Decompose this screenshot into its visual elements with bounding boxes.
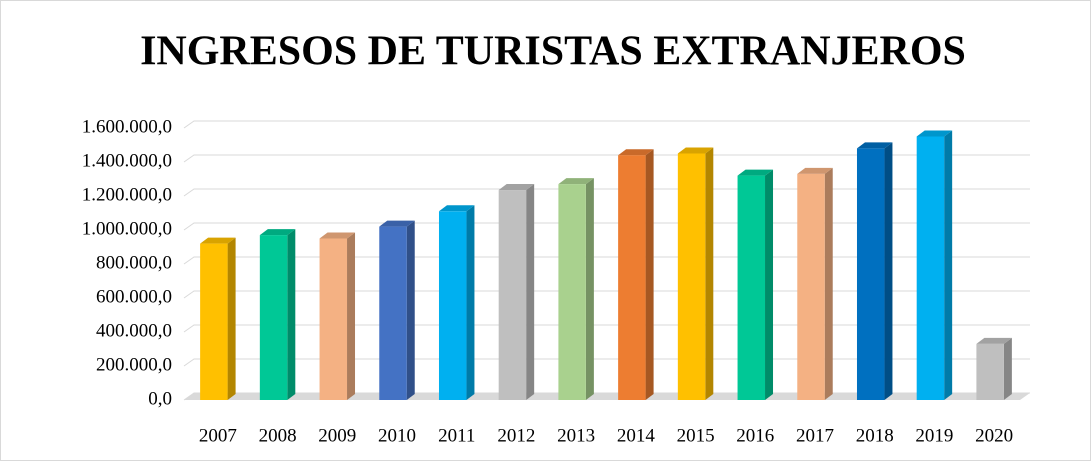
bar-side — [884, 142, 893, 400]
chart-title: INGRESOS DE TURISTAS EXTRANJEROS — [140, 29, 966, 75]
x-tick-label: 2014 — [617, 425, 656, 446]
bar — [498, 190, 527, 400]
bar-side — [705, 147, 714, 400]
bar — [916, 136, 945, 400]
x-tick-label: 2017 — [796, 425, 834, 446]
y-tick-label: 1.200.000,0 — [82, 184, 172, 205]
y-tick-label: 1.000.000,0 — [82, 218, 172, 239]
bar — [737, 175, 766, 400]
x-tick-label: 2016 — [736, 425, 774, 446]
bar-top — [438, 205, 475, 212]
x-tick-label: 2012 — [497, 425, 535, 446]
grid-line — [183, 120, 1030, 129]
x-tick-label: 2007 — [199, 425, 237, 446]
bar-side — [466, 205, 475, 400]
bar — [797, 173, 825, 400]
x-tick-label: 2008 — [259, 425, 297, 446]
bar-top — [856, 142, 893, 149]
bar-side — [526, 184, 535, 400]
y-tick-label: 1.600.000,0 — [82, 116, 172, 137]
y-tick-label: 800.000,0 — [96, 252, 172, 273]
bar-top — [618, 149, 654, 156]
bar-side — [287, 229, 296, 400]
bar-top — [319, 232, 356, 239]
x-tick-label: 2011 — [438, 425, 475, 446]
bar — [200, 243, 228, 400]
bar — [558, 184, 586, 400]
bar-top — [737, 169, 774, 176]
x-tick-label: 2020 — [975, 425, 1013, 446]
bar-top — [259, 229, 296, 236]
bar-side — [765, 169, 774, 400]
x-tick-label: 2009 — [318, 425, 356, 446]
x-tick-label: 2013 — [557, 425, 595, 446]
floor — [184, 393, 1030, 400]
bar-top — [797, 167, 833, 174]
bar — [259, 235, 288, 400]
bar-side — [944, 130, 953, 400]
bar-side — [824, 167, 833, 400]
bar — [856, 148, 885, 400]
bar — [618, 155, 646, 400]
y-tick-label: 200.000,0 — [96, 354, 172, 375]
bar-side — [406, 220, 415, 400]
bar-side — [227, 237, 236, 400]
grid-line — [183, 154, 1030, 163]
x-tick-label: 2018 — [856, 425, 894, 446]
y-tick-label: 400.000,0 — [96, 320, 172, 341]
bar-top — [558, 178, 594, 185]
bar — [379, 226, 407, 400]
bar-side — [585, 178, 594, 400]
bar-top — [916, 130, 953, 137]
x-tick-label: 2015 — [677, 425, 715, 446]
bar-top — [200, 237, 236, 244]
x-tick-label: 2019 — [915, 425, 953, 446]
y-tick-label: 600.000,0 — [96, 286, 172, 307]
bar-top — [498, 184, 535, 191]
x-tick-label: 2010 — [378, 425, 416, 446]
bar — [976, 343, 1004, 400]
bar — [677, 153, 706, 400]
bar-side — [1003, 337, 1012, 400]
y-tick-label: 1.400.000,0 — [82, 150, 172, 171]
bar — [319, 238, 348, 400]
bar-top — [379, 220, 415, 227]
bar-top — [677, 147, 714, 154]
bar-side — [347, 232, 356, 400]
bar-top — [976, 337, 1012, 344]
y-tick-label: 0,0 — [148, 388, 172, 409]
bar — [438, 211, 467, 400]
bar-side — [645, 149, 654, 400]
